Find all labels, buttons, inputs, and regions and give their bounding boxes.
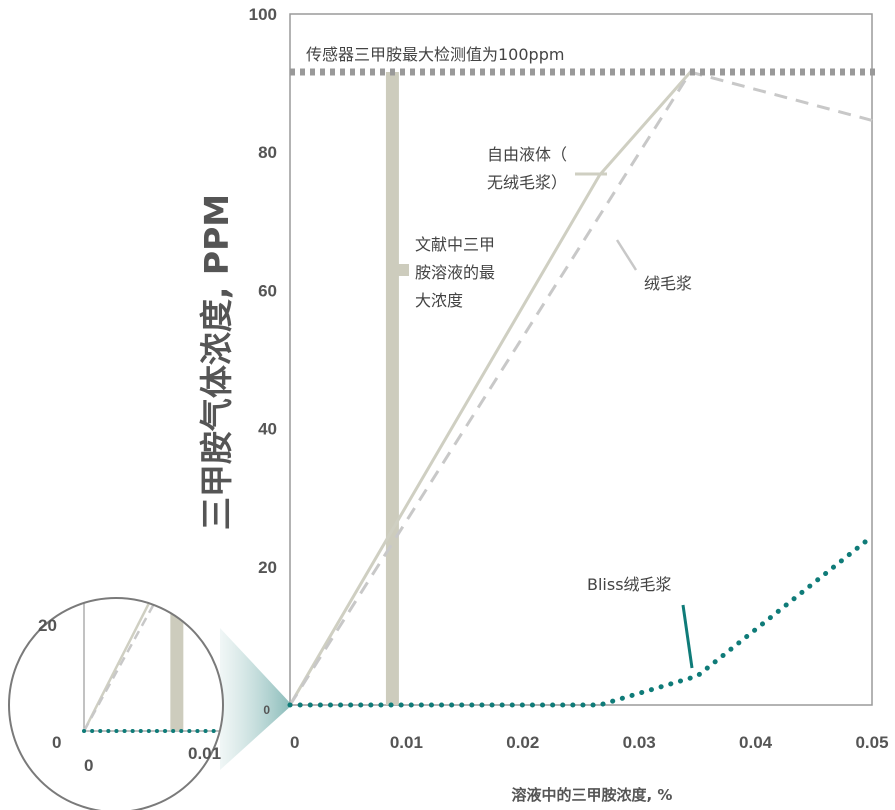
inset-x-tick-001: 0.01 [188, 744, 221, 763]
bliss-leader [681, 604, 694, 669]
fluff-pulp-label: 绒毛浆 [644, 274, 692, 293]
y-axis-title: 三甲胺气体浓度, PPM [197, 194, 236, 530]
inset-magnifier: 20 0 0 0.01 [8, 597, 224, 810]
free-liquid-label-line2: 无绒毛浆） [487, 173, 567, 192]
literature-label-line3: 大浓度 [415, 291, 463, 310]
y-tick-label: 80 [258, 143, 277, 162]
inset-x-tick-0: 0 [84, 756, 93, 775]
free-liquid-label-line1: 自由液体（ [487, 145, 567, 164]
bliss-fluff-pulp-line [287, 533, 875, 708]
y-tick-label: 20 [258, 558, 277, 577]
y-tick-label: 40 [258, 420, 277, 439]
y-tick-label: 60 [258, 281, 277, 300]
bliss-label: Bliss绒毛浆 [587, 575, 672, 594]
zoom-cone [220, 628, 292, 770]
literature-label-line1: 文献中三甲 [415, 235, 495, 254]
x-tick-label: 0.05 [855, 733, 888, 752]
fluff-pulp-line [288, 70, 873, 706]
inset-circle [8, 597, 224, 810]
x-axis-title: 溶液中的三甲胺浓度, % [512, 786, 673, 804]
literature-label-line2: 胺溶液的最 [415, 263, 495, 282]
x-tick-label: 0.02 [506, 733, 539, 752]
x-tick-label: 0.01 [390, 733, 423, 752]
x-tick-label: 0.03 [623, 733, 656, 752]
inset-fluff-pulp-line [82, 598, 196, 732]
fluff-pulp-leader [615, 239, 638, 271]
inset-y-tick-20: 20 [38, 616, 57, 635]
x-tick-label: 0 [290, 733, 299, 752]
plot-frame [289, 13, 873, 706]
sensor-limit-label: 传感器三甲胺最大检测值为100ppm [306, 45, 564, 64]
inset-y-tick-0: 0 [52, 733, 61, 752]
literature-leader [397, 264, 409, 276]
y-tick-label: 100 [249, 5, 277, 24]
x-tick-label: 0.04 [739, 733, 773, 752]
y-tick-label-zero: 0 [263, 703, 270, 717]
